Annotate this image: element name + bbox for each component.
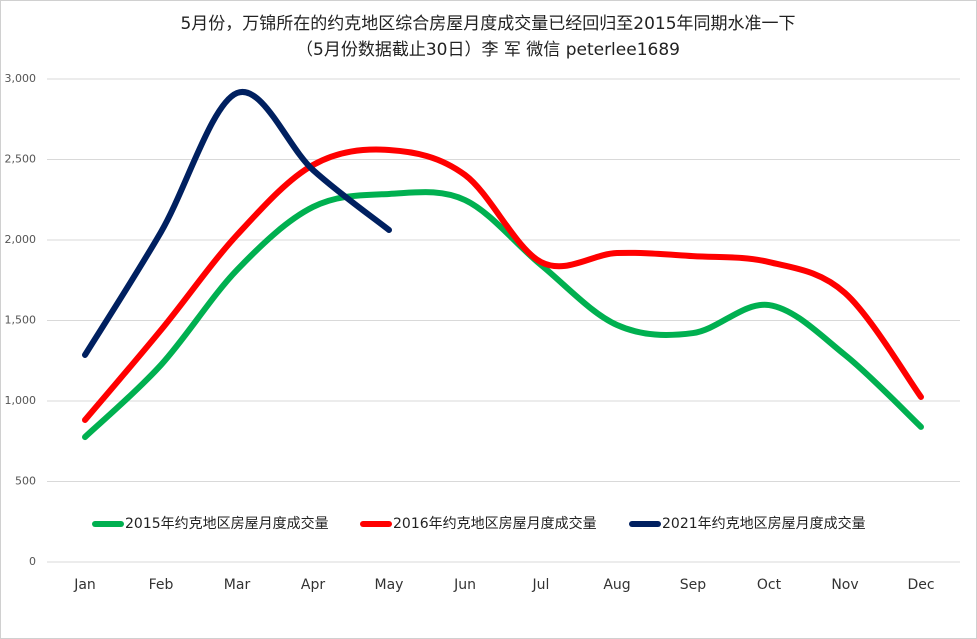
x-tick-label: Jan <box>73 577 96 593</box>
series-line <box>82 146 924 423</box>
x-tick-label: Sep <box>680 577 707 593</box>
y-tick-label: 3,000 <box>5 72 37 85</box>
series-line <box>82 88 392 358</box>
x-tick-label: Jun <box>453 577 476 593</box>
x-tick-label: Mar <box>224 577 251 593</box>
x-tick-label: Apr <box>301 577 325 593</box>
x-tick-label: Dec <box>907 577 934 593</box>
y-tick-label: 500 <box>15 475 36 488</box>
chart-title: 5月份，万锦所在的约克地区综合房屋月度成交量已经回归至2015年同期水准一下 <box>180 14 795 34</box>
legend-label: 2015年约克地区房屋月度成交量 <box>125 515 329 532</box>
x-tick-label: May <box>375 577 404 593</box>
y-tick-label: 2,000 <box>5 233 37 246</box>
y-tick-label: 1,000 <box>5 394 37 407</box>
y-tick-label: 2,500 <box>5 153 37 166</box>
x-tick-label: Oct <box>757 577 782 593</box>
y-tick-label: 1,500 <box>5 314 37 327</box>
legend-label: 2021年约克地区房屋月度成交量 <box>662 515 866 532</box>
x-tick-label: Aug <box>603 577 630 593</box>
x-tick-label: Jul <box>532 577 550 593</box>
chart-subtitle: （5月份数据截止30日）李 军 微信 peterlee1689 <box>296 40 680 60</box>
y-tick-label: 0 <box>29 555 36 568</box>
x-tick-label: Feb <box>149 577 174 593</box>
series-line <box>82 189 924 441</box>
legend-label: 2016年约克地区房屋月度成交量 <box>393 515 597 532</box>
x-tick-label: Nov <box>831 577 858 593</box>
